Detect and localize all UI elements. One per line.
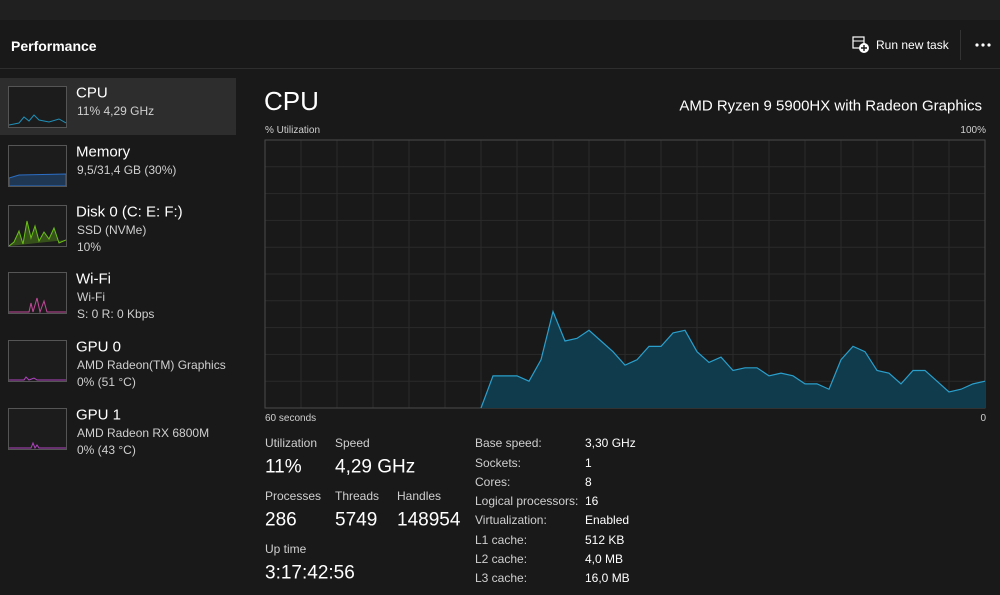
item-detail: AMD Radeon RX 6800M <box>77 426 210 440</box>
stat-value: 3:17:42:56 <box>265 562 355 584</box>
item-name: Disk 0 (C: E: F:) <box>76 203 183 221</box>
stat-label: Processes <box>265 489 322 503</box>
item-detail: 0% (51 °C) <box>77 375 136 389</box>
item-detail: SSD (NVMe) <box>77 223 147 237</box>
item-detail: S: 0 R: 0 Kbps <box>77 307 155 321</box>
thumbnail <box>8 340 67 382</box>
detail-value: 512 KB <box>585 533 625 547</box>
sparkline <box>9 441 66 450</box>
stat-label: Up time <box>265 542 307 556</box>
detail-label: Cores: <box>475 475 511 489</box>
detail-value: 16 <box>585 494 599 508</box>
detail-value: Enabled <box>585 513 630 527</box>
item-detail: 11% 4,29 GHz <box>77 104 155 118</box>
detail-label: Logical processors: <box>475 494 579 508</box>
stat-value: 5749 <box>335 509 378 531</box>
detail-label: Base speed: <box>475 436 542 450</box>
thumbnail <box>8 408 67 450</box>
stat-value: 148954 <box>397 509 461 531</box>
detail-label: Sockets: <box>475 456 522 470</box>
item-detail: Wi-Fi <box>77 290 105 304</box>
cpu-area <box>481 311 985 408</box>
stat-value: 4,29 GHz <box>335 456 416 478</box>
sparkline <box>8 114 67 126</box>
sparkline <box>8 220 67 247</box>
x-end-label: 0 <box>980 413 986 424</box>
more-button[interactable] <box>975 40 993 50</box>
stat-value: 11% <box>265 456 302 478</box>
thumbnail <box>8 86 67 128</box>
sparkline <box>9 297 66 314</box>
cpu-line <box>480 309 986 409</box>
x-start-label: 60 seconds <box>265 413 317 424</box>
stat-label: Utilization <box>265 436 318 450</box>
detail-value: 16,0 MB <box>585 571 630 585</box>
item-name: CPU <box>76 84 108 102</box>
cpu-title: CPU <box>264 86 319 116</box>
sparkline <box>9 376 66 381</box>
divider <box>0 68 1000 69</box>
item-detail: 0% (43 °C) <box>77 443 136 457</box>
title-bar <box>0 0 1000 20</box>
stat-label: Handles <box>397 489 442 503</box>
detail-label: L3 cache: <box>475 571 528 585</box>
item-detail: AMD Radeon(TM) Graphics <box>77 358 226 372</box>
y-label: % Utilization <box>265 125 321 136</box>
y-max-label: 100% <box>960 125 986 136</box>
stat-label: Speed <box>335 436 370 450</box>
item-name: Memory <box>76 143 131 161</box>
detail-value: 1 <box>585 456 592 470</box>
item-name: Wi-Fi <box>76 270 111 288</box>
stat-label: Threads <box>335 489 380 503</box>
detail-value: 3,30 GHz <box>585 436 636 450</box>
stat-value: 286 <box>265 509 297 531</box>
detail-value: 8 <box>585 475 592 489</box>
item-detail: 9,5/31,4 GB (30%) <box>77 163 177 177</box>
item-name: GPU 1 <box>76 406 122 424</box>
thumbnail <box>8 145 67 187</box>
detail-value: 4,0 MB <box>585 552 624 566</box>
thumbnail <box>8 205 67 247</box>
detail-label: Virtualization: <box>475 513 547 527</box>
run-task-button[interactable]: Run new task <box>876 38 949 52</box>
detail-label: L2 cache: <box>475 552 528 566</box>
detail-label: L1 cache: <box>475 533 528 547</box>
page-title: Performance <box>11 38 97 54</box>
thumbnail <box>8 272 67 314</box>
item-name: GPU 0 <box>76 338 122 356</box>
cpu-model: AMD Ryzen 9 5900HX with Radeon Graphics <box>679 97 982 115</box>
separator <box>960 30 961 60</box>
run-task-icon[interactable] <box>852 36 870 54</box>
item-detail: 10% <box>77 240 102 254</box>
